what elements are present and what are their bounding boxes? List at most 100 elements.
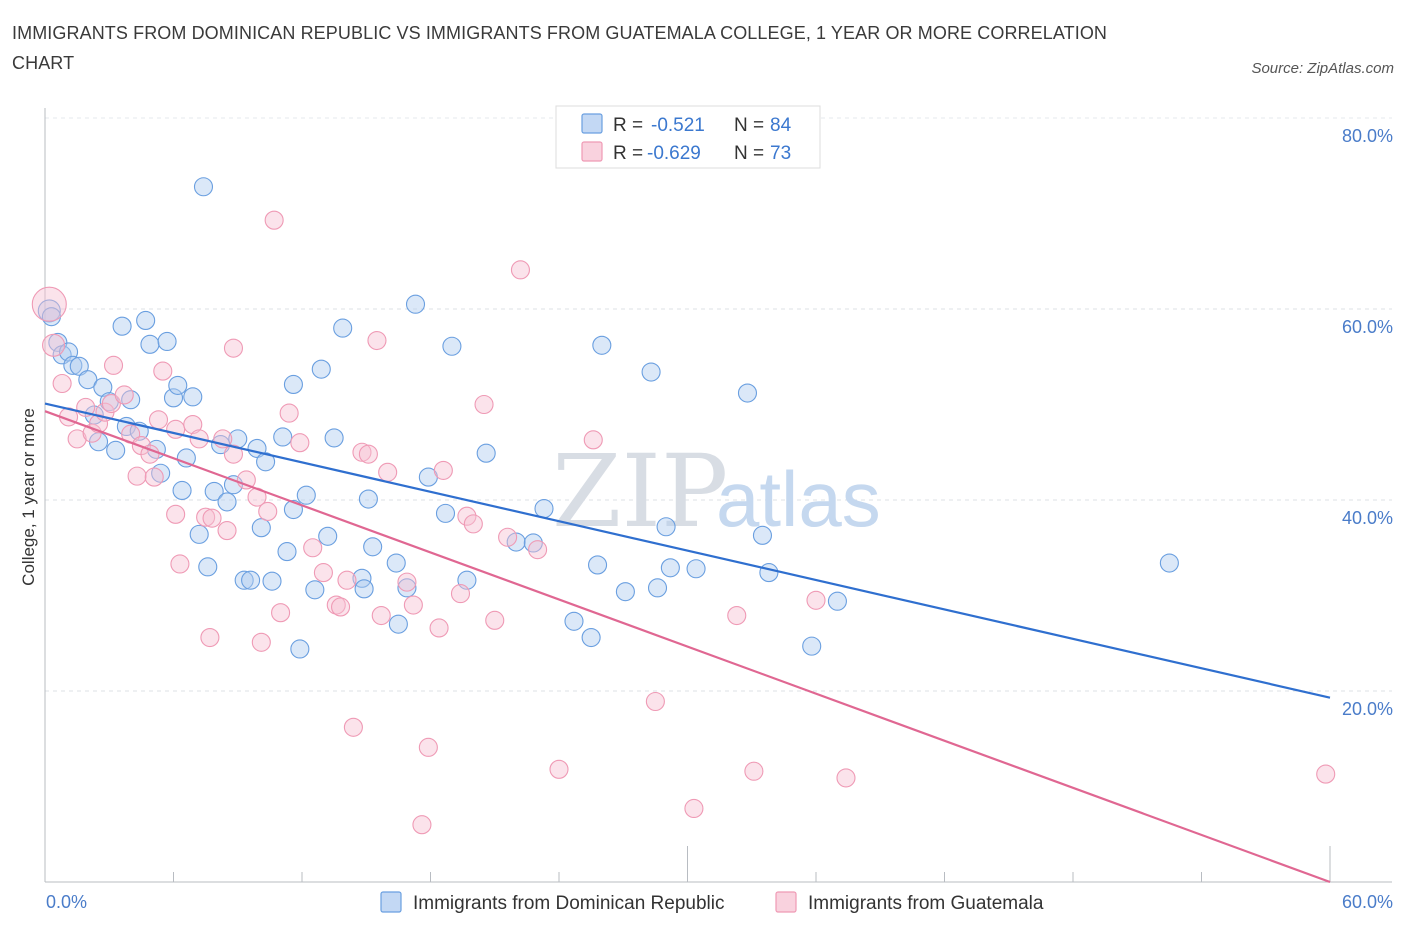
legend-n-label-1: N =	[734, 115, 764, 136]
point-guatemala	[463, 514, 483, 534]
point-guatemala	[42, 333, 66, 357]
point-dominican-republic	[168, 375, 188, 395]
y-tick-label: 40.0%	[1342, 508, 1393, 528]
point-guatemala	[403, 595, 423, 615]
point-guatemala	[684, 798, 704, 819]
point-guatemala	[450, 584, 471, 604]
point-dominican-republic	[324, 428, 344, 448]
point-guatemala	[367, 330, 387, 351]
legend-r-label-1: R =	[613, 115, 643, 136]
point-guatemala	[114, 385, 134, 405]
point-guatemala	[528, 540, 548, 560]
point-guatemala	[412, 815, 432, 835]
point-guatemala	[127, 466, 147, 486]
bottom-legend-swatch-blue	[380, 891, 402, 913]
point-dominican-republic	[686, 559, 706, 579]
point-dominican-republic	[318, 526, 338, 546]
point-guatemala	[485, 610, 505, 630]
point-guatemala	[153, 361, 173, 381]
point-guatemala	[397, 572, 417, 592]
point-dominican-republic	[204, 481, 224, 501]
watermark-zip: ZIP	[552, 433, 728, 550]
tick-labels: 20.0% 40.0% 60.0% 80.0% 0.0% 60.0%	[46, 126, 1393, 912]
point-dominican-republic	[660, 558, 680, 578]
trend-line-guatemala	[44, 410, 1331, 884]
point-dominican-republic	[388, 614, 408, 634]
point-guatemala	[31, 286, 67, 322]
point-dominican-republic	[193, 177, 214, 197]
y-tick-label: 60.0%	[1342, 317, 1393, 337]
point-dominican-republic	[189, 524, 209, 544]
point-dominican-republic	[397, 578, 417, 598]
point-dominican-republic	[217, 492, 237, 512]
point-guatemala	[166, 504, 186, 524]
point-dominican-republic	[251, 518, 271, 538]
point-guatemala	[290, 433, 310, 453]
point-dominican-republic	[163, 388, 184, 408]
point-dominican-republic	[311, 359, 331, 379]
point-dominican-republic	[581, 627, 601, 648]
point-dominican-republic	[290, 639, 310, 659]
point-guatemala	[510, 260, 531, 280]
point-dominican-republic	[69, 356, 89, 376]
point-guatemala	[371, 606, 391, 626]
point-dominican-republic	[223, 475, 244, 495]
point-dominican-republic	[283, 499, 303, 520]
point-guatemala	[727, 606, 747, 626]
trend-lines	[44, 402, 1331, 884]
watermark: ZIP atlas	[552, 433, 881, 550]
point-dominican-republic	[363, 537, 383, 557]
chart-title: IMMIGRANTS FROM DOMINICAN REPUBLIC VS IM…	[12, 23, 1108, 73]
legend-n-value-2: 73	[770, 143, 791, 164]
legend-n-label-2: N =	[734, 143, 764, 164]
point-guatemala	[170, 554, 190, 574]
point-guatemala	[200, 627, 220, 648]
point-dominican-republic	[827, 591, 847, 611]
point-guatemala	[264, 210, 284, 230]
point-dominican-republic	[78, 370, 98, 390]
point-dominican-republic	[256, 452, 276, 472]
point-dominican-republic	[106, 440, 126, 460]
point-guatemala	[337, 570, 357, 590]
y-axis-title: College, 1 year or more	[19, 408, 38, 586]
point-dominican-republic	[296, 485, 316, 505]
gridlines	[45, 117, 1392, 692]
point-guatemala	[103, 355, 124, 375]
legend-swatch-blue	[581, 113, 603, 134]
point-dominican-republic	[358, 489, 378, 509]
point-guatemala	[251, 632, 271, 652]
point-guatemala	[271, 603, 291, 623]
point-guatemala	[183, 415, 203, 435]
legend-n-value-1: 84	[770, 115, 792, 136]
point-dominican-republic	[759, 563, 779, 583]
watermark-atlas: atlas	[716, 455, 881, 543]
point-guatemala	[196, 507, 216, 527]
legend-swatch-pink	[581, 141, 603, 162]
point-dominican-republic	[641, 362, 661, 382]
point-dominican-republic	[305, 580, 325, 600]
top-legend: R = -0.521 N = 84 R = -0.629 N = 73	[555, 105, 821, 169]
point-guatemala	[82, 423, 102, 443]
point-guatemala	[343, 717, 363, 737]
legend-r-value-1: -0.521	[651, 115, 705, 136]
point-guatemala	[140, 444, 160, 464]
point-guatemala	[223, 444, 244, 464]
point-guatemala	[358, 444, 378, 464]
point-dominican-republic	[647, 578, 668, 598]
point-dominican-republic	[157, 331, 177, 352]
point-guatemala	[202, 508, 222, 528]
point-dominican-republic	[405, 294, 426, 314]
point-guatemala	[645, 691, 665, 712]
point-guatemala	[223, 338, 244, 358]
point-dominican-republic	[752, 525, 773, 545]
point-dominican-republic	[442, 336, 462, 356]
point-dominican-republic	[93, 377, 113, 397]
point-guatemala	[148, 410, 169, 430]
point-dominican-republic	[802, 636, 822, 656]
point-dominican-republic	[136, 310, 156, 331]
point-guatemala	[258, 501, 278, 522]
point-dominican-republic	[140, 334, 160, 354]
point-guatemala	[217, 521, 237, 541]
point-dominican-republic	[333, 318, 353, 338]
point-dominican-republic	[587, 555, 608, 575]
